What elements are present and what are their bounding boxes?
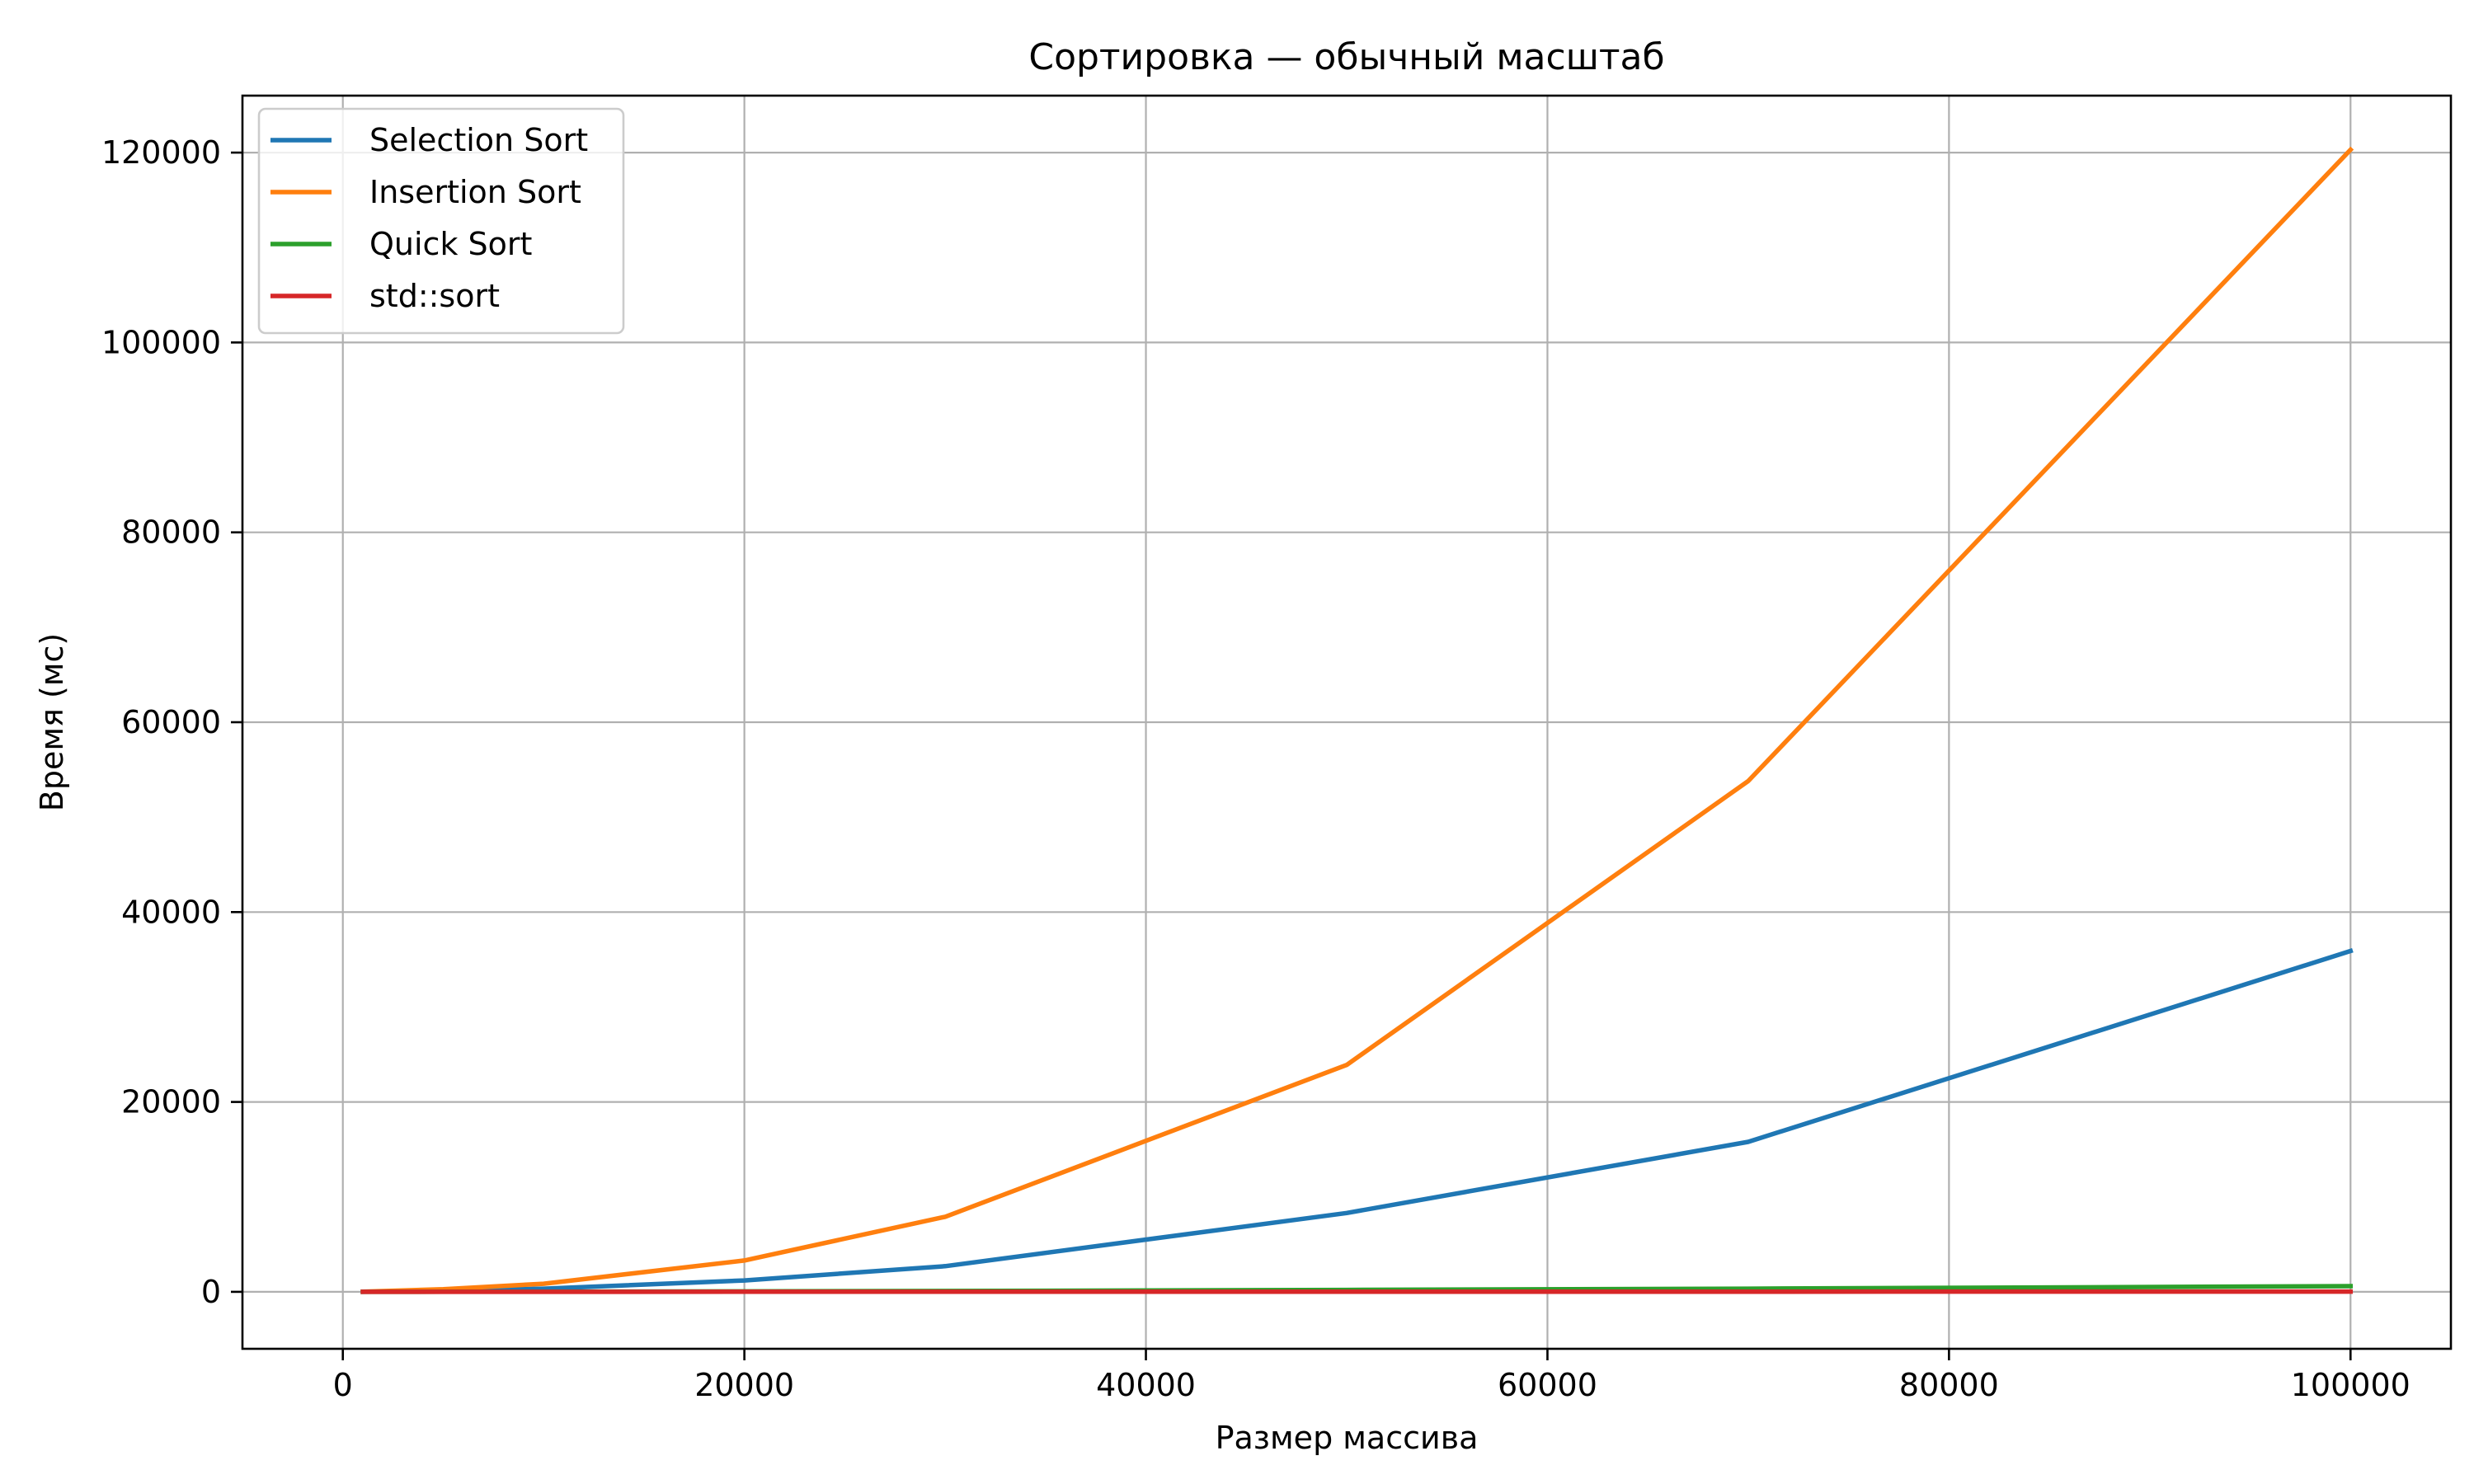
x-tick-label: 20000 xyxy=(694,1367,794,1403)
axis-ticks: 0 20000 40000 60000 80000 100000 0 20000 40000 60… xyxy=(101,134,2411,1403)
y-tick-label: 0 xyxy=(201,1274,221,1310)
legend-label: Quick Sort xyxy=(369,226,532,262)
y-tick-label: 20000 xyxy=(121,1084,221,1120)
x-tick-label: 60000 xyxy=(1498,1367,1597,1403)
y-tick-label: 80000 xyxy=(121,514,221,551)
x-axis-label: Размер массива xyxy=(1216,1420,1479,1456)
legend-label: Selection Sort xyxy=(369,122,588,158)
y-axis-label: Время (мс) xyxy=(34,633,70,811)
x-tick-label: 40000 xyxy=(1096,1367,1196,1403)
x-tick-label: 100000 xyxy=(2291,1367,2411,1403)
legend-label: Insertion Sort xyxy=(369,174,581,210)
chart-title: Сортировка — обычный масштаб xyxy=(1028,36,1664,78)
x-tick-label: 80000 xyxy=(1899,1367,1999,1403)
series-line-insertion-sort xyxy=(360,146,2354,1294)
y-tick-label: 60000 xyxy=(121,704,221,740)
y-tick-label: 100000 xyxy=(101,324,221,360)
y-tick-label: 40000 xyxy=(121,894,221,930)
legend-box xyxy=(257,107,625,335)
legend: Selection Sort Insertion Sort Quick Sort st… xyxy=(257,107,625,335)
x-tick-label: 0 xyxy=(333,1367,353,1403)
y-tick-label: 120000 xyxy=(101,134,221,171)
legend-label: std::sort xyxy=(369,278,500,314)
plot-lines xyxy=(360,146,2354,1294)
